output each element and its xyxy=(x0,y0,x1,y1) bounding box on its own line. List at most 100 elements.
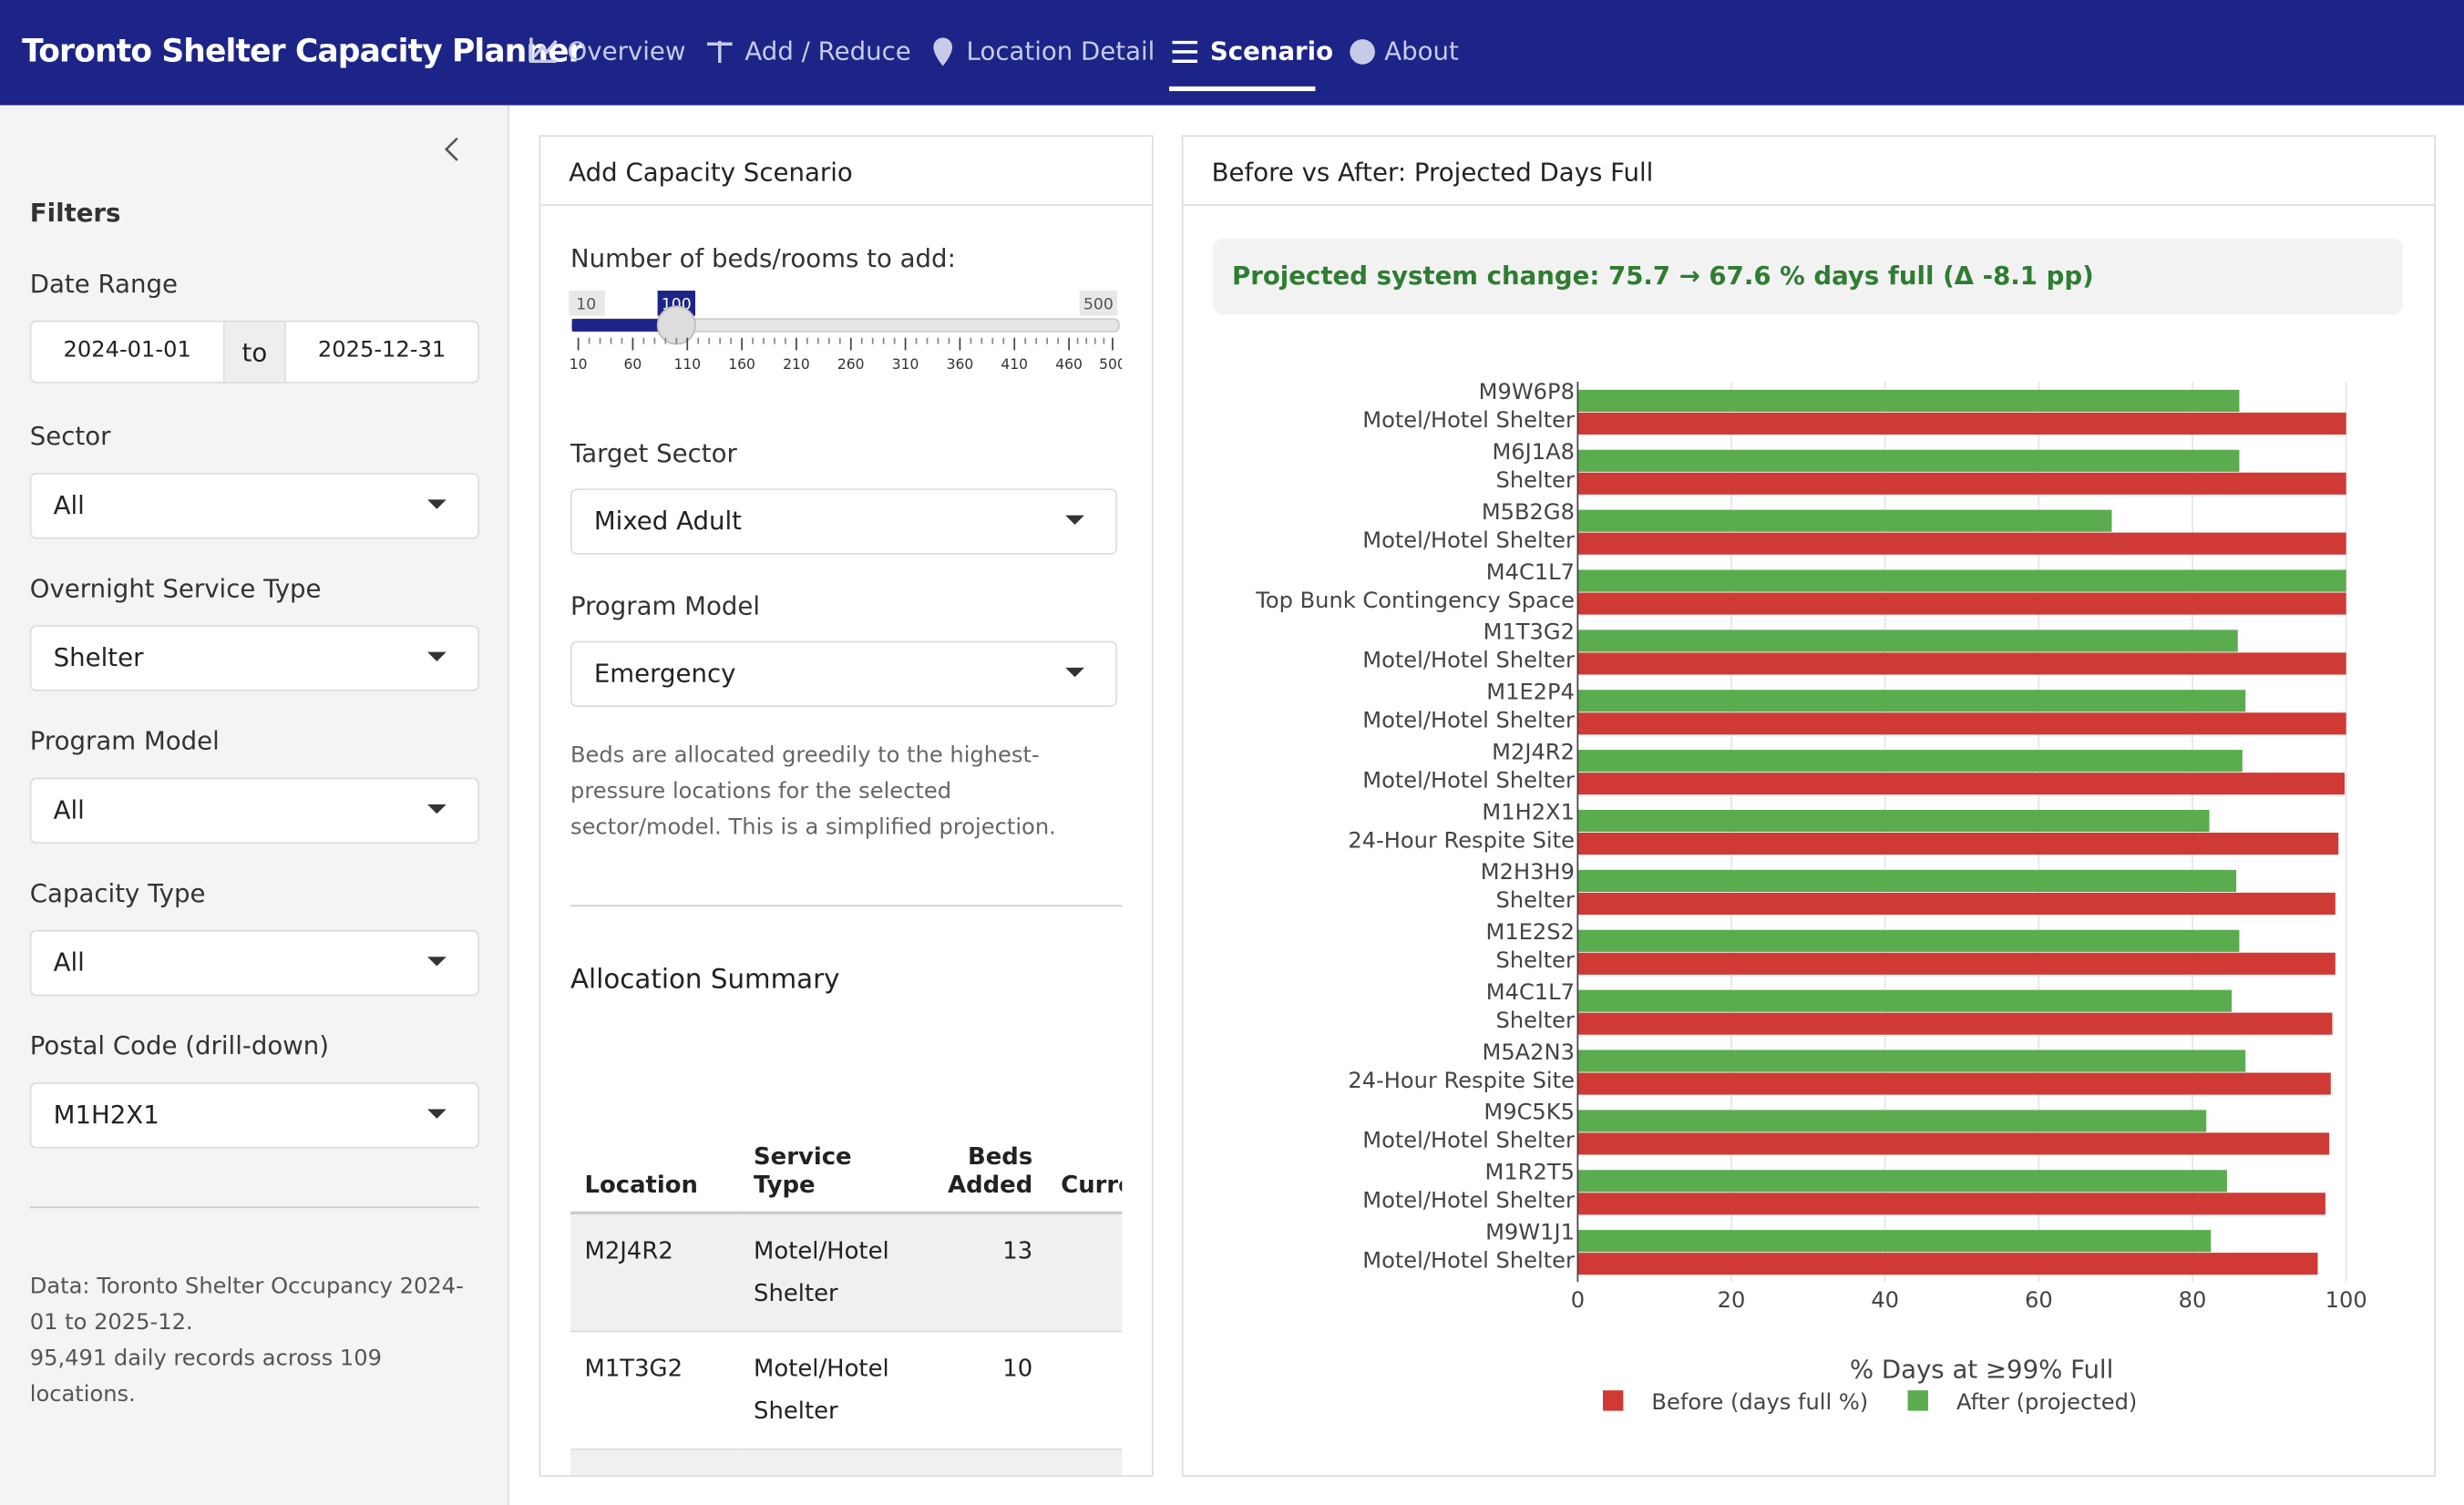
slider-tick-label: 260 xyxy=(837,356,865,373)
chart: 0 20 40 60 80 100 M9W6P8 Motel/Hotel Shelter M6J… xyxy=(1255,379,2367,1415)
brand[interactable]: Toronto Shelter Capacity Planner xyxy=(22,31,584,69)
y-tick-label: M5A2N3 xyxy=(1483,1039,1575,1065)
y-tick-label: Motel/Hotel Shelter xyxy=(1362,1247,1575,1273)
table-cell: M1T3G2 xyxy=(584,1354,683,1383)
x-axis-title: % Days at ≥99% Full xyxy=(1850,1354,2113,1384)
select[interactable]: All xyxy=(29,929,479,997)
y-tick-label: Motel/Hotel Shelter xyxy=(1362,407,1575,433)
table-cell: 13 xyxy=(1002,1236,1033,1265)
y-tick-label: M9W6P8 xyxy=(1479,379,1575,404)
date-start[interactable]: 2024-01-01 xyxy=(29,320,225,384)
slider[interactable]: 105001001060110160210260310360410460500 xyxy=(569,291,1122,401)
table-cell xyxy=(1047,1449,1123,1475)
slider-tick-label: 360 xyxy=(947,356,974,373)
label: Sector xyxy=(29,421,111,451)
bar xyxy=(1577,1132,2330,1155)
slider-badge-label: 10 xyxy=(576,296,596,314)
y-tick-label: M1T3G2 xyxy=(1484,619,1575,645)
x-tick-label: 80 xyxy=(2179,1287,2207,1313)
select[interactable]: M1H2X1 xyxy=(29,1082,479,1149)
caret xyxy=(427,957,447,967)
table-cell xyxy=(1047,1213,1123,1331)
y-tick-label: M1R2T5 xyxy=(1485,1160,1575,1185)
bar xyxy=(1577,1110,2207,1132)
bar xyxy=(1577,929,2240,952)
bar xyxy=(1577,952,2336,975)
divider xyxy=(570,905,1123,907)
banner: Projected system change: 75.7 → 67.6 % d… xyxy=(1213,239,2403,314)
note-line: Data: Toronto Shelter Occupancy 2024-01 … xyxy=(29,1274,464,1336)
y-tick-label: M9C5K5 xyxy=(1484,1100,1575,1125)
select-value: M1H2X1 xyxy=(53,1100,159,1130)
tab[interactable]: Add / Reduce xyxy=(744,36,911,67)
bar xyxy=(1577,869,2237,892)
tab[interactable]: About xyxy=(1384,36,1459,67)
table-row: M2J4R2 Motel/Hotel Shelter 13 xyxy=(570,1213,1123,1332)
select[interactable]: Emergency xyxy=(570,640,1118,708)
y-tick-label: Shelter xyxy=(1496,947,1575,973)
legend-label: Before (days full %) xyxy=(1651,1389,1868,1415)
legend-swatch xyxy=(1907,1390,1928,1411)
bar xyxy=(1577,1072,2331,1095)
label: Capacity Type xyxy=(29,877,206,908)
table-cell: Motel/Hotel xyxy=(740,1449,909,1475)
select-value: All xyxy=(53,794,85,825)
note-line: 95,491 daily records across 109 location… xyxy=(29,1346,382,1408)
y-tick-label: Shelter xyxy=(1496,1008,1575,1033)
y-tick-label: M1E2P4 xyxy=(1486,680,1575,705)
bar xyxy=(1577,892,2336,915)
y-tick-label: M2H3H9 xyxy=(1481,859,1575,885)
select[interactable]: All xyxy=(29,777,479,845)
collapse[interactable] xyxy=(440,135,466,163)
bar xyxy=(1577,472,2346,495)
x-tick-label: 100 xyxy=(2325,1287,2367,1313)
bar xyxy=(1577,509,2112,532)
bar xyxy=(1577,1193,2325,1215)
slider-fill xyxy=(571,319,680,332)
slider-badge-label: 500 xyxy=(1083,296,1114,314)
label: Overnight Service Type xyxy=(29,573,322,604)
bar xyxy=(1577,832,2339,855)
label: Program Model xyxy=(570,590,761,621)
bar xyxy=(1577,532,2346,555)
slider-badge xyxy=(1079,291,1118,316)
select[interactable]: Mixed Adult xyxy=(570,488,1118,555)
bar xyxy=(1577,569,2346,592)
legend-label: After (projected) xyxy=(1956,1389,2137,1415)
select-value: Shelter xyxy=(53,642,144,673)
y-tick-label: M1H2X1 xyxy=(1482,799,1575,824)
slider-tick-label: 10 xyxy=(570,356,588,373)
x-tick-label: 0 xyxy=(1571,1287,1585,1313)
y-tick-label: M4C1L7 xyxy=(1486,979,1575,1005)
date-sep: to xyxy=(224,320,285,384)
panel-title: Add Capacity Scenario xyxy=(540,137,1153,206)
label: Date Range xyxy=(29,268,178,299)
table-cell: 10 xyxy=(1002,1354,1033,1383)
legend-swatch xyxy=(1602,1390,1624,1411)
bar xyxy=(1577,389,2240,412)
y-tick-label: M9W1J1 xyxy=(1485,1219,1575,1244)
table-cell: Motel/Hotel Shelter xyxy=(754,1354,889,1426)
tab[interactable]: Location Detail xyxy=(966,36,1155,67)
label: Program Model xyxy=(29,725,220,756)
caret xyxy=(427,651,447,662)
y-tick-label: Top Bunk Contingency Space xyxy=(1255,588,1575,613)
bar xyxy=(1577,592,2346,615)
select[interactable]: Shelter xyxy=(29,625,479,691)
x-tick-label: 40 xyxy=(1871,1287,1899,1313)
tab-active[interactable]: Scenario xyxy=(1209,36,1334,67)
bar xyxy=(1577,630,2238,652)
select-value: All xyxy=(53,947,85,978)
table-cell: Motel/Hotel Shelter xyxy=(754,1236,889,1307)
help-text: Beds are allocated greedily to the highe… xyxy=(570,742,1056,841)
slider-tick-label: 110 xyxy=(673,356,701,373)
chart-panel: Before vs After: Projected Days Full Pro… xyxy=(1181,135,2436,1478)
slider-tick-label: 310 xyxy=(892,356,919,373)
y-tick-label: Motel/Hotel Shelter xyxy=(1362,767,1575,793)
select[interactable]: All xyxy=(29,473,479,539)
bar xyxy=(1577,1230,2212,1253)
tab[interactable]: Overview xyxy=(567,36,686,67)
bar xyxy=(1577,989,2233,1012)
panel-title: Before vs After: Projected Days Full xyxy=(1183,137,2435,206)
date-end[interactable]: 2025-12-31 xyxy=(284,320,479,384)
